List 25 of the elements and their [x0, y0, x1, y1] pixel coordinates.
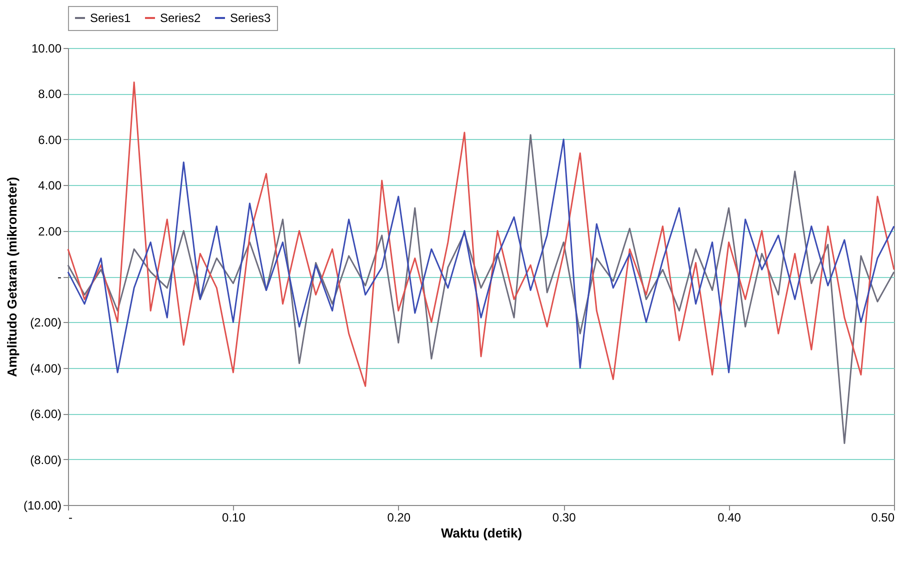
y-tick-label: 2.00: [38, 224, 62, 238]
y-tick-label: (10.00): [23, 498, 62, 512]
y-tick-label: -: [58, 270, 62, 284]
line-series: [67, 134, 895, 444]
x-tick-label: 0.40: [718, 510, 742, 524]
line-series: [67, 138, 895, 374]
x-tick-label: 0.20: [387, 510, 411, 524]
y-tick-label: 10.00: [31, 42, 62, 56]
x-axis-title: Waktu (detik): [440, 526, 522, 540]
x-tick-label: 0.30: [552, 510, 576, 524]
x-tick-label: -: [68, 510, 72, 524]
legend-label: Series2: [160, 11, 202, 25]
y-tick-label: (2.00): [30, 316, 62, 330]
y-tick-label: (8.00): [30, 452, 62, 467]
y-tick-label: (4.00): [30, 361, 62, 376]
y-axis-title: Amplitudo Getaran (mikrometer): [4, 176, 20, 378]
line-series: [67, 82, 895, 387]
x-tick-label: 0.10: [222, 510, 246, 524]
y-tick-label: 6.00: [38, 132, 62, 147]
y-tick-label: 4.00: [38, 178, 62, 193]
y-tick-label: 8.00: [38, 87, 62, 102]
x-tick-label: 0.50: [871, 510, 895, 524]
legend-label: Series3: [230, 11, 272, 25]
legend-label: Series1: [90, 11, 132, 25]
y-tick-label: (6.00): [30, 407, 62, 422]
